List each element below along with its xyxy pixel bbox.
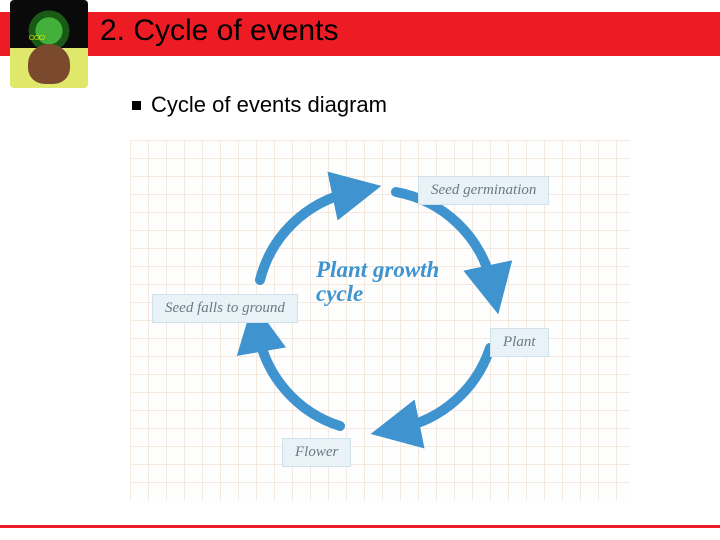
node-flower: Flower <box>282 438 351 467</box>
bullet-line: Cycle of events diagram <box>132 92 387 118</box>
node-seed-germination: Seed germination <box>418 176 549 205</box>
slide: 2. Cycle of events ○○○ Cycle of events d… <box>0 0 720 540</box>
bullet-marker <box>132 101 141 110</box>
bullet-text: Cycle of events diagram <box>151 92 387 117</box>
cycle-diagram: Plant growth cycle Seed germination Plan… <box>130 140 630 500</box>
node-seed-falls: Seed falls to ground <box>152 294 298 323</box>
footer-line <box>0 525 720 528</box>
node-plant: Plant <box>490 328 549 357</box>
page-title: 2. Cycle of events <box>100 14 338 48</box>
avatar: ○○○ <box>10 0 88 88</box>
cycle-center-label: Plant growth cycle <box>316 258 486 306</box>
